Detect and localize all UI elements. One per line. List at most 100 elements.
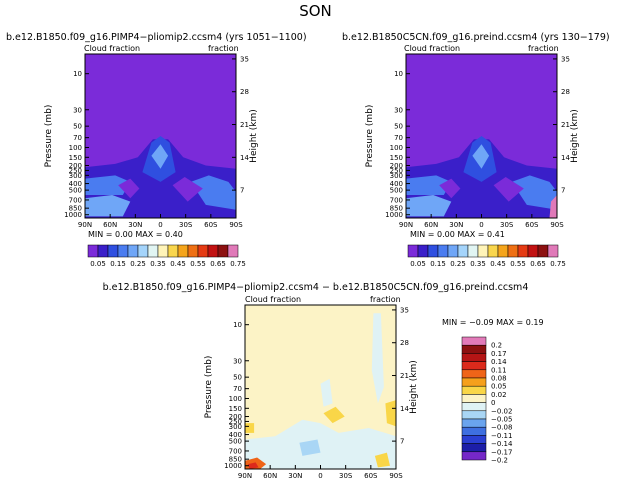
right-fraction-label: fraction — [528, 44, 559, 53]
season-title: SON — [299, 2, 332, 20]
left-ptick-label: 150 — [69, 154, 82, 162]
left-xtick-label: 30N — [128, 221, 142, 229]
right-ptick-label: 500 — [390, 187, 403, 195]
left-colorbar-cell — [137, 244, 149, 258]
right-colorbar-label: 0.35 — [470, 260, 486, 268]
left-ylabel: Pressure (mb) — [44, 105, 54, 168]
diff-xtick-label: 30S — [339, 472, 353, 480]
left-colorbar-cell — [107, 244, 119, 258]
left-htick-label: 28 — [240, 88, 249, 96]
diff-colorbar-label: 0.2 — [491, 342, 502, 350]
right-ptick-label: 50 — [394, 123, 403, 131]
left-ptick-label: 700 — [69, 196, 82, 204]
left-stats: MIN = 0.00 MAX = 0.40 — [88, 230, 183, 239]
diff-colorbar-cell — [461, 451, 487, 461]
diff-colorbar-cell — [461, 443, 487, 453]
right-xtick-label: 60S — [525, 221, 539, 229]
left-colorbar-label: 0.35 — [150, 260, 166, 268]
right-stats: MIN = 0.00 MAX = 0.41 — [410, 230, 505, 239]
right-ptick-label: 200 — [390, 162, 403, 170]
right-ptick-label: 70 — [394, 134, 403, 142]
diff-ptick-label: 70 — [233, 385, 242, 393]
left-ylabel-right: Height (km) — [249, 109, 259, 163]
left-colorbar-cell — [177, 244, 189, 258]
left-panel-title: b.e12.B1850.f09_g16.PIMP4−pliomip2.ccsm4… — [6, 32, 307, 43]
right-colorbar-cell — [467, 244, 479, 258]
diff-xtick-label: 30N — [288, 472, 302, 480]
diff-ylabel-right: Height (km) — [409, 360, 419, 414]
left-south-dry-pocket — [172, 177, 203, 202]
right-colorbar-cell — [547, 244, 559, 258]
left-xtick-label: 90N — [78, 221, 92, 229]
left-colorbar-label: 0.45 — [170, 260, 186, 268]
diff-tropical-positive — [323, 406, 345, 424]
right-colorbar-cell — [537, 244, 549, 258]
right-ptick-label: 300 — [390, 172, 403, 180]
diff-colorbar-cell — [461, 361, 487, 371]
diff-tropical-negative-low — [299, 439, 321, 456]
diff-htick-label: 7 — [400, 438, 404, 446]
diff-ptick-label: 30 — [233, 357, 242, 365]
left-tropical-core — [151, 144, 169, 169]
left-colorbar-cell — [117, 244, 129, 258]
left-ptick-label: 70 — [73, 134, 82, 142]
right-colorbar-cell — [527, 244, 539, 258]
diff-fraction-label: fraction — [370, 295, 401, 304]
right-colorbar-cell — [517, 244, 529, 258]
diff-south-positive — [385, 400, 396, 427]
left-north-lowcloud — [85, 175, 131, 195]
diff-colorbar-cell — [461, 369, 487, 379]
diff-colorbar-cell — [461, 377, 487, 387]
diff-colorbar-label: 0.11 — [491, 366, 507, 374]
right-colorbar-label: 0.25 — [450, 260, 466, 268]
right-ylabel-right: Height (km) — [570, 109, 580, 163]
left-colorbar-cell — [127, 244, 139, 258]
diff-xtick-label: 60N — [263, 472, 277, 480]
right-htick-label: 14 — [561, 154, 570, 162]
right-colorbar-label: 0.55 — [510, 260, 526, 268]
diff-ptick-label: 700 — [229, 447, 242, 455]
right-colorbar-label: 0.65 — [530, 260, 546, 268]
left-ptick-label: 200 — [69, 162, 82, 170]
diff-colorbar-cell — [461, 385, 487, 395]
diff-north-positive — [245, 423, 255, 433]
right-ptick-label: 100 — [390, 144, 403, 152]
diff-colorbar-label: 0.14 — [491, 358, 507, 366]
diff-xtick-label: 60S — [364, 472, 378, 480]
right-cloud-label: Cloud fraction — [404, 44, 461, 53]
diff-colorbar-cell — [461, 410, 487, 420]
diff-colorbar-label: −0.17 — [491, 448, 512, 456]
diff-colorbar-cell — [461, 402, 487, 412]
left-ptick-label: 400 — [69, 180, 82, 188]
left-colorbar-cell — [187, 244, 199, 258]
left-xtick-label: 60S — [204, 221, 218, 229]
diff-htick-label: 14 — [400, 405, 409, 413]
left-colorbar-cell — [87, 244, 99, 258]
right-colorbar-label: 0.45 — [490, 260, 506, 268]
left-colorbar-cell — [207, 244, 219, 258]
diff-colorbar-cell — [461, 336, 487, 346]
diff-htick-label: 21 — [400, 372, 409, 380]
right-htick-label: 21 — [561, 121, 570, 129]
diff-ptick-label: 100 — [229, 395, 242, 403]
right-colorbar-cell — [457, 244, 469, 258]
diff-colorbar-label: −0.02 — [491, 407, 512, 415]
left-north-dry-pocket — [118, 178, 140, 199]
diff-ptick-label: 850 — [229, 456, 242, 464]
diff-colorbar-label: −0.2 — [491, 457, 508, 465]
left-ptick-label: 100 — [69, 144, 82, 152]
left-ptick-label: 300 — [69, 172, 82, 180]
diff-htick-label: 28 — [400, 339, 409, 347]
left-colorbar-cell — [97, 244, 109, 258]
diff-ptick-label: 500 — [229, 438, 242, 446]
diff-ptick-label: 10 — [233, 321, 242, 329]
left-ptick-label: 250 — [69, 167, 82, 175]
right-xtick-label: 60N — [424, 221, 438, 229]
right-htick-label: 7 — [561, 187, 565, 195]
diff-ylabel: Pressure (mb) — [204, 356, 214, 419]
right-colorbar-cell — [437, 244, 449, 258]
right-xtick-label: 30S — [500, 221, 514, 229]
diff-ptick-label: 1000 — [224, 462, 242, 470]
right-colorbar-cell — [497, 244, 509, 258]
